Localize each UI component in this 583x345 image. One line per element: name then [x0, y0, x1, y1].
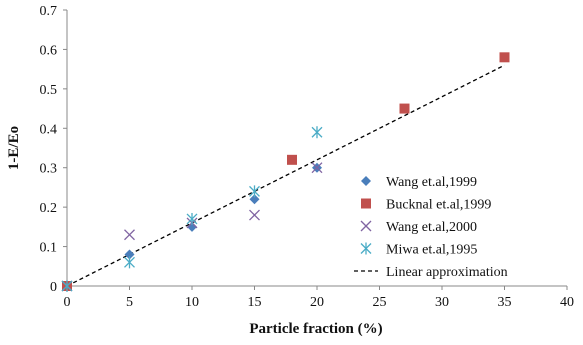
data-point-series-1 — [399, 103, 410, 114]
data-point-series-3 — [186, 212, 198, 225]
x-tick-label: 20 — [310, 295, 324, 310]
y-tick-label: 0.3 — [40, 162, 58, 177]
x-tick-label: 10 — [185, 295, 199, 310]
x-marker-stroke — [311, 162, 323, 174]
x-tick-label: 15 — [248, 295, 262, 310]
x-axis-title: Particle fraction (%) — [249, 321, 382, 337]
legend-swatch — [360, 242, 372, 255]
data-point-series-3 — [311, 126, 323, 139]
x-marker-stroke — [360, 220, 372, 232]
linear-approximation-line — [66, 64, 505, 287]
y-tick-label: 0.7 — [40, 4, 58, 19]
y-axis-title: 1-E/Eo — [6, 126, 22, 170]
y-tick-label: 0.6 — [40, 43, 58, 58]
legend: Wang et.al,1999 Bucknal et.al,1999 Wang et… — [354, 175, 508, 280]
data-point-series-3 — [61, 280, 73, 292]
legend-swatch — [361, 176, 371, 186]
legend-label: Wang et.al,2000 — [386, 220, 477, 235]
data-point-series-3 — [249, 185, 260, 198]
axes — [63, 9, 568, 290]
y-tick-label: 0.1 — [40, 241, 58, 256]
x-marker-stroke — [124, 229, 135, 241]
legend-label: Wang et.al,1999 — [386, 175, 477, 190]
legend-label: Linear approximation — [386, 265, 508, 280]
data-point-series-0 — [249, 194, 260, 205]
data-point-series-3 — [124, 256, 135, 269]
x-marker-stroke — [249, 209, 260, 221]
data-point-series-1 — [287, 154, 297, 165]
data-point-series-2 — [249, 209, 260, 221]
legend-label: Bucknal et.al,1999 — [386, 198, 491, 213]
data-point-series-0 — [124, 249, 135, 260]
legend-swatch — [361, 198, 371, 209]
data-point-series-2 — [124, 229, 135, 241]
data-point-series-2 — [311, 162, 323, 174]
tick-labels: 0 5 10 15 20 25 30 35 40 0 0.1 0.2 0.3 0.4 0.5 0.6 0.7 — [40, 4, 575, 310]
data-point-series-0 — [187, 221, 197, 232]
x-tick-label: 0 — [64, 295, 71, 310]
y-tick-label: 0.2 — [40, 201, 58, 216]
legend-label: Miwa et.al,1995 — [386, 243, 477, 258]
data-marks — [61, 52, 510, 292]
data-point-series-1 — [499, 52, 510, 63]
x-tick-label: 35 — [498, 295, 512, 310]
x-tick-label: 25 — [373, 295, 387, 310]
y-tick-label: 0.5 — [40, 83, 58, 98]
legend-swatch — [360, 220, 372, 232]
y-tick-label: 0 — [50, 280, 57, 295]
x-tick-label: 40 — [560, 295, 574, 310]
y-tick-label: 0.4 — [40, 122, 58, 137]
x-tick-label: 30 — [435, 295, 449, 310]
x-tick-label: 5 — [126, 295, 133, 310]
